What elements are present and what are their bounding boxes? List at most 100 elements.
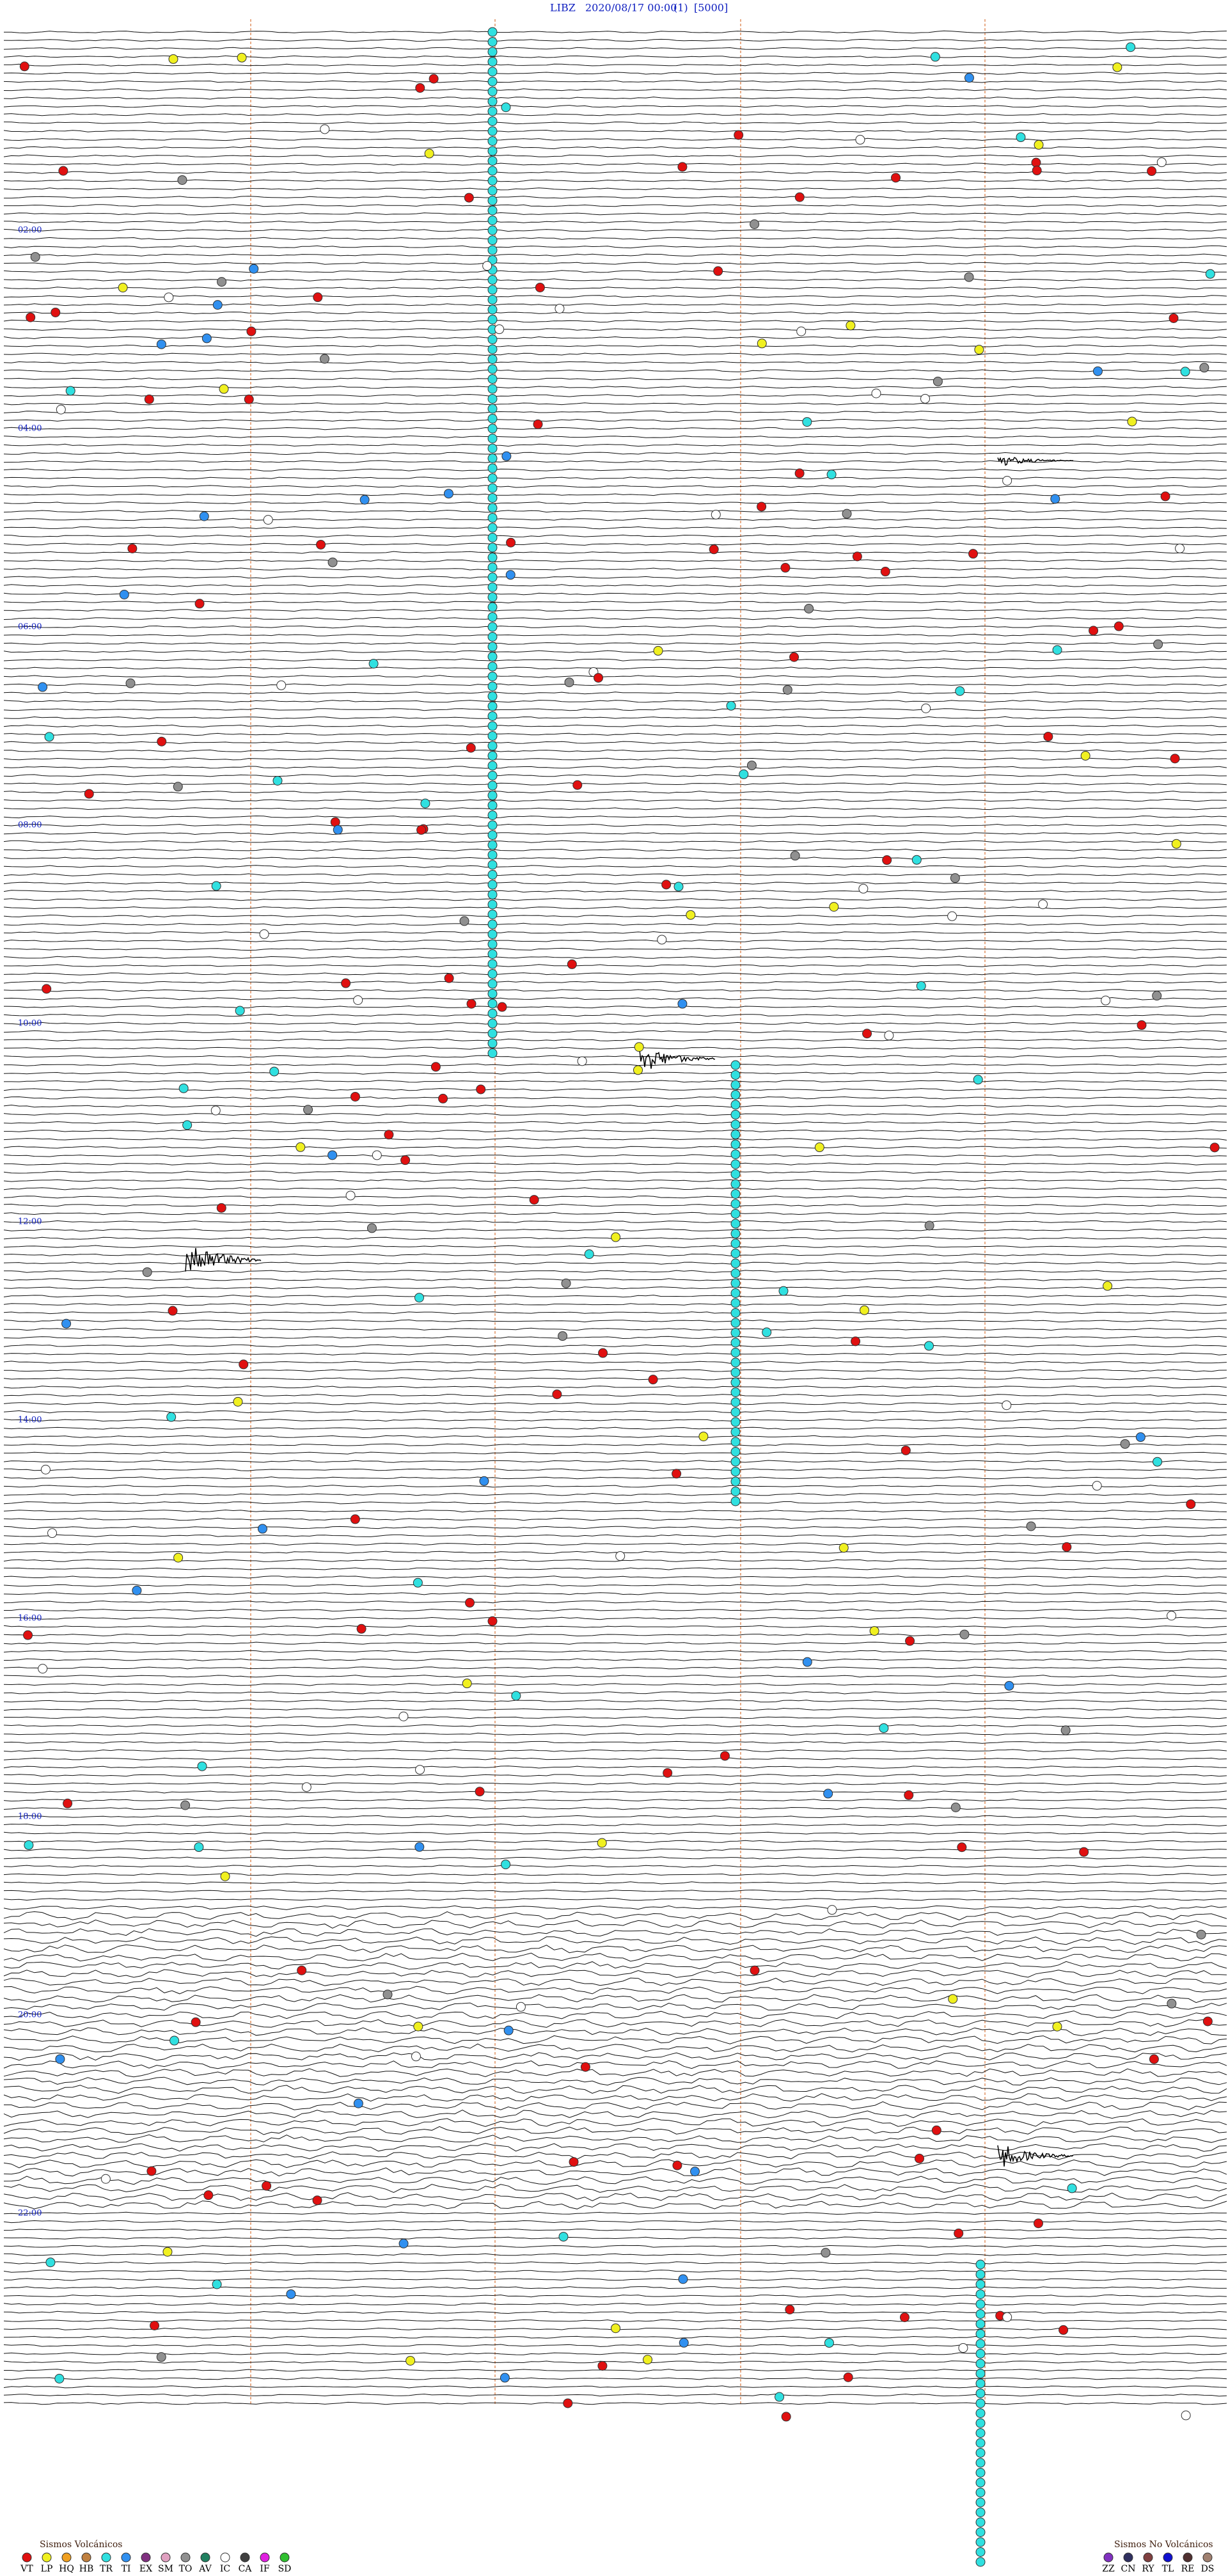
event-dot bbox=[975, 2537, 986, 2547]
event-dot bbox=[730, 1238, 741, 1249]
trace bbox=[3, 2401, 1227, 2405]
trace bbox=[3, 1936, 1227, 1945]
event-dot bbox=[955, 686, 965, 696]
event-dot bbox=[1126, 42, 1136, 52]
event-dot bbox=[730, 1258, 741, 1268]
trace bbox=[3, 1352, 1227, 1355]
event-dot bbox=[597, 1838, 607, 1848]
trace bbox=[3, 493, 1227, 496]
trace bbox=[3, 1592, 1227, 1595]
event-dot bbox=[916, 981, 926, 991]
event-dot bbox=[487, 890, 498, 899]
event-dot bbox=[730, 1357, 741, 1368]
trace bbox=[3, 435, 1227, 439]
trace bbox=[3, 774, 1227, 777]
trace bbox=[3, 2011, 1227, 2019]
event-dot bbox=[730, 1278, 741, 1288]
trace bbox=[3, 1815, 1227, 1819]
trace bbox=[3, 1567, 1227, 1570]
trace bbox=[3, 534, 1227, 538]
trace bbox=[3, 104, 1227, 108]
event-dot bbox=[726, 700, 736, 711]
event-dot bbox=[796, 326, 807, 336]
event-dot bbox=[975, 2418, 986, 2428]
event-dot bbox=[1079, 1847, 1089, 1857]
event-dot bbox=[257, 1524, 267, 1534]
trace bbox=[3, 1790, 1227, 1794]
trace bbox=[3, 237, 1227, 241]
trace bbox=[3, 1905, 1227, 1910]
event-dot bbox=[487, 880, 498, 890]
trace bbox=[3, 146, 1227, 150]
event-dot bbox=[730, 1288, 741, 1298]
event-dot bbox=[730, 1496, 741, 1506]
event-dot bbox=[730, 1179, 741, 1189]
event-dot bbox=[411, 2051, 421, 2062]
trace bbox=[3, 1977, 1227, 1987]
trace bbox=[3, 1112, 1227, 1116]
trace bbox=[3, 129, 1227, 133]
event-dot bbox=[487, 394, 498, 404]
trace bbox=[3, 2143, 1227, 2152]
event-dot bbox=[905, 1636, 915, 1646]
event-dot bbox=[804, 603, 814, 613]
event-dot bbox=[1043, 731, 1053, 741]
event-dot bbox=[487, 622, 498, 632]
event-dot bbox=[661, 880, 672, 890]
trace bbox=[3, 2385, 1227, 2389]
trace bbox=[3, 2236, 1227, 2240]
event-dot bbox=[750, 1965, 760, 1975]
trace bbox=[3, 2019, 1227, 2028]
event-dot bbox=[443, 489, 453, 499]
trace bbox=[3, 1683, 1227, 1686]
event-dot bbox=[611, 2323, 621, 2334]
event-dot bbox=[465, 1598, 475, 1608]
event-dot bbox=[487, 691, 498, 701]
trace bbox=[3, 220, 1227, 224]
trace bbox=[3, 2352, 1227, 2355]
event-dot bbox=[487, 711, 498, 721]
event-dot bbox=[533, 419, 543, 429]
trace bbox=[3, 1724, 1227, 1728]
event-dot bbox=[924, 1341, 934, 1351]
legend-swatch bbox=[161, 2552, 171, 2563]
event-dot bbox=[673, 881, 684, 892]
event-dot bbox=[356, 1624, 366, 1634]
legend-swatch bbox=[279, 2552, 290, 2563]
trace bbox=[3, 311, 1227, 315]
event-dot bbox=[487, 562, 498, 573]
event-dot bbox=[42, 984, 52, 994]
trace bbox=[3, 1030, 1227, 1034]
trace bbox=[4, 1270, 1227, 1273]
event-dot bbox=[173, 1553, 184, 1563]
event-dot bbox=[843, 2372, 853, 2382]
event-dot bbox=[416, 825, 427, 835]
trace bbox=[3, 410, 1227, 414]
trace bbox=[3, 650, 1227, 653]
event-dot bbox=[730, 1487, 741, 1496]
event-dot bbox=[730, 1130, 741, 1139]
trace bbox=[3, 2278, 1227, 2281]
event-dot bbox=[263, 515, 273, 525]
event-dot bbox=[975, 2339, 986, 2349]
event-dot bbox=[730, 1189, 741, 1199]
trace bbox=[3, 914, 1227, 918]
time-label: 22:00 bbox=[18, 2209, 42, 2218]
trace bbox=[3, 179, 1227, 182]
trace bbox=[3, 1501, 1227, 1505]
event-dot bbox=[384, 1130, 394, 1140]
event-dot bbox=[975, 2299, 986, 2309]
event-dot bbox=[487, 423, 498, 434]
trace bbox=[3, 1944, 1227, 1954]
event-dot bbox=[778, 1286, 789, 1296]
trace bbox=[3, 443, 1227, 447]
event-dot bbox=[794, 468, 805, 478]
event-dot bbox=[487, 1048, 498, 1058]
event-dot bbox=[487, 910, 498, 919]
trace bbox=[3, 2093, 1227, 2102]
event-dot bbox=[487, 414, 498, 423]
trace bbox=[3, 1633, 1227, 1637]
event-dot bbox=[420, 798, 430, 809]
event-dot bbox=[415, 1765, 425, 1775]
event-dot bbox=[341, 978, 351, 988]
